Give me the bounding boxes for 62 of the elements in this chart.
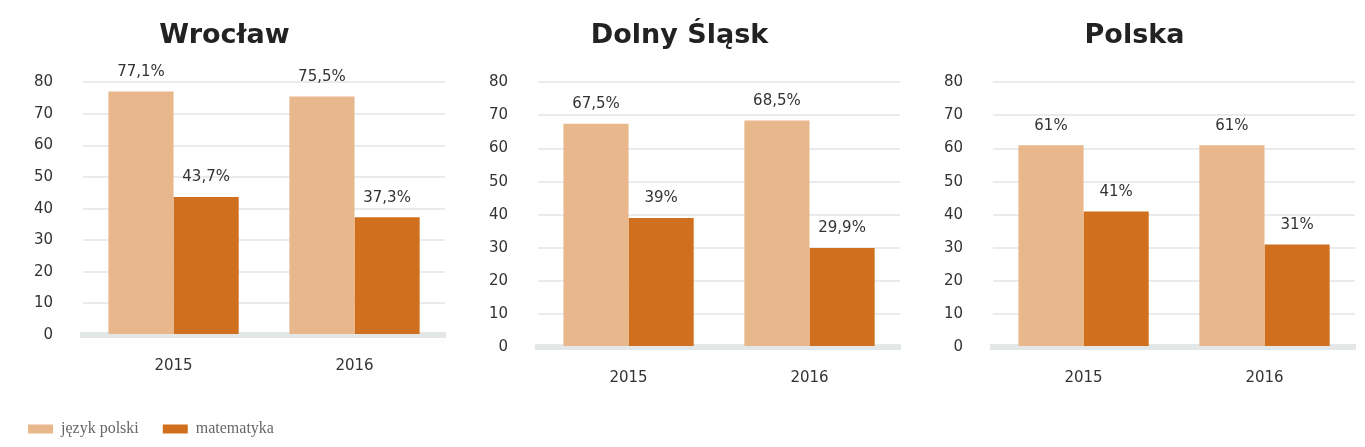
bar bbox=[173, 197, 239, 334]
data-label: 75,5% bbox=[298, 67, 346, 85]
legend-label: język polski bbox=[60, 419, 140, 438]
bar bbox=[289, 96, 355, 334]
y-tick-label: 0 bbox=[498, 336, 509, 355]
y-tick-label: 20 bbox=[943, 270, 964, 289]
chart-title: Polska bbox=[1084, 18, 1185, 50]
y-tick-label: 20 bbox=[33, 261, 54, 280]
bar bbox=[1083, 211, 1149, 346]
x-tick-label: 2016 bbox=[790, 367, 829, 386]
data-label: 68,5% bbox=[753, 90, 801, 109]
bar bbox=[563, 123, 629, 346]
y-tick-label: 0 bbox=[43, 324, 54, 343]
y-tick-label: 70 bbox=[33, 103, 54, 122]
y-tick-label: 30 bbox=[488, 237, 509, 256]
data-label: 41% bbox=[1099, 181, 1133, 200]
x-tick-label: 2015 bbox=[609, 367, 648, 386]
y-tick-label: 60 bbox=[33, 135, 54, 154]
bar bbox=[809, 248, 875, 346]
y-tick-label: 80 bbox=[488, 72, 509, 91]
y-tick-label: 50 bbox=[943, 171, 964, 190]
y-tick-label: 70 bbox=[488, 105, 509, 124]
y-tick-label: 30 bbox=[33, 230, 54, 249]
x-tick-label: 2015 bbox=[154, 355, 193, 374]
legend-label: matematyka bbox=[195, 419, 274, 438]
y-tick-label: 20 bbox=[488, 270, 509, 289]
y-tick-label: 60 bbox=[488, 138, 509, 157]
y-tick-label: 50 bbox=[488, 171, 509, 190]
y-tick-label: 30 bbox=[943, 237, 964, 256]
chart-title: Dolny Śląsk bbox=[590, 18, 770, 50]
data-label: 67,5% bbox=[572, 94, 620, 113]
bar bbox=[1018, 145, 1084, 346]
bar bbox=[628, 218, 694, 346]
x-tick-label: 2016 bbox=[1245, 367, 1284, 386]
y-tick-label: 80 bbox=[33, 72, 54, 91]
data-label: 61% bbox=[1034, 115, 1068, 134]
bar bbox=[744, 120, 810, 346]
y-tick-label: 40 bbox=[33, 198, 54, 217]
y-tick-label: 80 bbox=[943, 72, 964, 91]
y-tick-label: 60 bbox=[943, 138, 964, 157]
data-label: 61% bbox=[1215, 115, 1249, 134]
y-tick-label: 0 bbox=[953, 336, 964, 355]
bar bbox=[1264, 244, 1330, 346]
y-tick-label: 10 bbox=[33, 293, 54, 312]
bar bbox=[108, 91, 174, 334]
data-label: 39% bbox=[644, 188, 678, 207]
y-tick-label: 10 bbox=[488, 303, 509, 322]
data-label: 29,9% bbox=[818, 218, 866, 237]
y-tick-label: 50 bbox=[33, 167, 54, 186]
y-tick-label: 70 bbox=[943, 105, 964, 124]
data-label: 31% bbox=[1280, 214, 1314, 233]
y-tick-label: 40 bbox=[943, 204, 964, 223]
x-tick-label: 2016 bbox=[335, 355, 374, 374]
x-tick-label: 2015 bbox=[1064, 367, 1103, 386]
data-label: 37,3% bbox=[363, 187, 411, 206]
data-label: 43,7% bbox=[182, 167, 230, 186]
bar bbox=[354, 217, 420, 334]
bar bbox=[1199, 145, 1265, 346]
chart-title: Wrocław bbox=[159, 18, 290, 50]
y-tick-label: 40 bbox=[488, 204, 509, 223]
data-label: 77,1% bbox=[117, 61, 165, 80]
y-tick-label: 10 bbox=[943, 303, 964, 322]
